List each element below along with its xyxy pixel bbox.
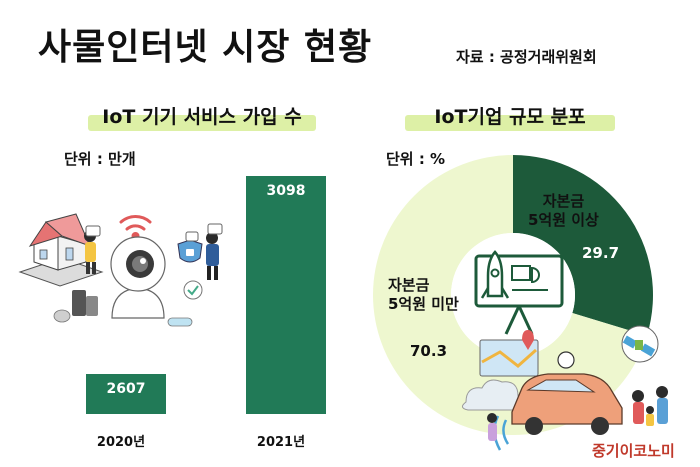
- brand-logo-text: 중기이코노미: [592, 442, 675, 460]
- car-icon: [511, 351, 623, 435]
- appliance-icons: [53, 280, 203, 327]
- bar-title-highlight: [88, 115, 316, 131]
- camera-icon: [110, 236, 166, 319]
- bar-value-label-0: 2607: [106, 380, 146, 397]
- bar-category-label-0: 2020년: [96, 435, 146, 450]
- bar-value-label-1: 3098: [266, 183, 306, 199]
- donut-chart-title: IoT기업 규모 분포: [405, 100, 615, 134]
- slice-label-large-line2: 5억원 이상: [528, 211, 599, 229]
- bar-chart-unit: 단위 : 만개: [64, 150, 136, 168]
- donut-slice-0: [513, 155, 653, 336]
- slice-value-large: 29.7: [582, 244, 620, 262]
- bar-0: [86, 373, 166, 414]
- donut-slice-1: [373, 155, 647, 436]
- cloud-icon: [462, 379, 528, 411]
- slice-value-small: 70.3: [410, 342, 448, 360]
- bar-title-text: IoT 기기 서비스 가입 수: [102, 106, 302, 128]
- map-icon: [479, 330, 539, 377]
- bar-1: [246, 176, 326, 414]
- security-icon: [177, 232, 219, 280]
- donut-title-highlight: [405, 115, 615, 131]
- family-icon: [487, 386, 668, 441]
- slice-label-small: 자본금 5억원 미만: [388, 276, 459, 314]
- bar-chart-title: IoT 기기 서비스 가입 수: [88, 100, 316, 134]
- slice-label-small-line1: 자본금: [388, 276, 430, 294]
- bar-category-label-1: 2021년: [256, 435, 306, 450]
- slice-label-small-line2: 5억원 미만: [388, 295, 459, 313]
- slice-label-large: 자본금 5억원 이상: [528, 192, 599, 230]
- house-icon: [18, 213, 104, 287]
- page-title: 사물인터넷 시장 현황: [38, 27, 373, 68]
- slice-label-large-line1: 자본금: [542, 192, 585, 210]
- message-icons: [85, 223, 223, 242]
- donut-chart-unit: 단위 : %: [386, 150, 446, 168]
- satellite-icon: [621, 325, 659, 363]
- donut-title-text: IoT기업 규모 분포: [434, 106, 586, 128]
- source-note: 자료 : 공정거래위원회: [456, 48, 597, 66]
